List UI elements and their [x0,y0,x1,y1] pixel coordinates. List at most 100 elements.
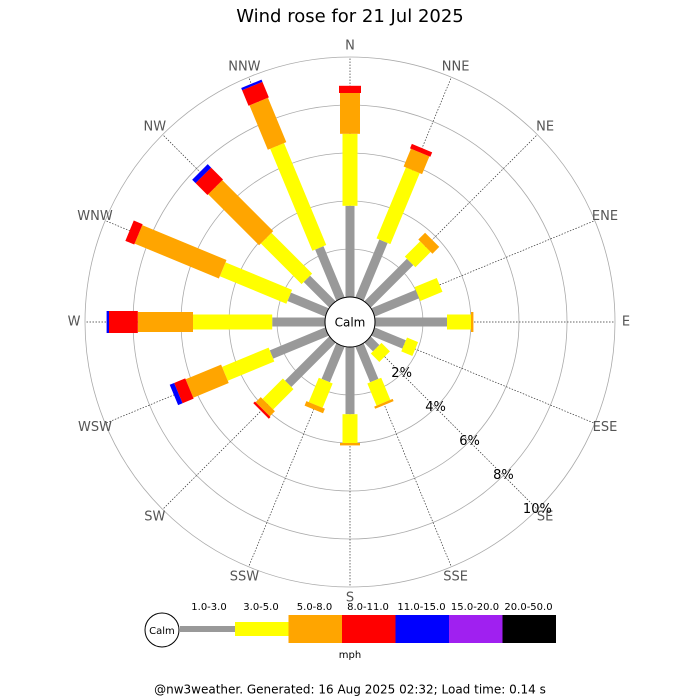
footer: @nw3weather. Generated: 16 Aug 2025 02:3… [154,683,546,697]
direction-label: NNE [442,60,470,75]
bar-segment [137,312,194,332]
bar-segment [355,239,388,301]
legend-label: 11.0-15.0 [397,602,445,613]
bar-segment [345,347,355,415]
bar-segment [410,143,433,157]
direction-label: ENE [592,209,618,224]
legend-label: 5.0-8.0 [297,602,332,613]
legend-label: 3.0-5.0 [243,602,278,613]
legend-calm-label: Calm [149,626,175,637]
direction-label: NW [144,119,167,134]
legend-swatch [235,622,289,636]
bar-segment [375,317,447,327]
grid-ring [84,56,616,588]
bar-segment [262,378,294,410]
direction-label: SW [144,510,165,525]
legend-label: 8.0-11.0 [347,602,389,613]
bar-segment [401,337,419,356]
bar-segment [339,85,361,93]
bar-segment [134,225,227,279]
bar-segment [208,180,274,246]
legend-label: 1.0-3.0 [191,602,226,613]
direction-label: NE [536,119,554,134]
bar-segment [414,277,443,301]
r-tick-label: 10% [523,502,552,517]
direction-label: N [345,39,355,54]
legend-label: 20.0-50.0 [504,602,552,613]
direction-label: WNW [77,209,113,224]
bar-segment [185,364,229,398]
bar-segment [321,343,345,383]
bar-segment [315,246,345,301]
direction-label: E [622,315,630,330]
legend-swatch [288,615,342,643]
bar-segment [270,143,327,251]
r-tick-label: 8% [493,468,514,483]
chart-title: Wind rose for 21 Jul 2025 [236,6,464,27]
bar-segment [303,275,336,308]
bar-segment [364,258,414,308]
bar-segment [272,317,325,327]
bars [106,79,474,446]
bar-segment [242,81,269,106]
bar-segment [269,327,329,359]
bar-segment [249,97,287,150]
calm-label: Calm [335,316,366,330]
bar-segment [376,167,420,245]
legend-swatch [502,615,556,643]
bar-segment [447,314,471,330]
bar-segment [364,336,380,352]
bar-segment [340,443,360,446]
bar-segment [106,311,110,333]
r-tick-label: 4% [425,400,446,415]
bar-segment [222,347,275,381]
bar-segment [404,241,431,268]
bar-segment [192,164,212,184]
bar-segment [285,336,336,387]
bar-segment [342,133,358,206]
bar-segment [125,220,143,245]
bar-segment [355,343,379,383]
direction-label: SSE [443,569,468,584]
bar-segment [109,311,138,333]
bar-segment [193,314,273,330]
bar-segment [219,262,293,304]
bar-segment [370,342,390,362]
bar-segment [304,401,325,414]
legend-unit: mph [339,650,361,661]
bar-segment [287,292,329,317]
calm-circle [324,296,376,348]
spoke [367,339,538,510]
bar-segment [308,377,333,408]
bar-segment [260,232,313,285]
bar-segment [374,398,394,409]
direction-label: SE [537,510,553,525]
bar-segment [253,401,271,419]
bar-segment [195,167,224,196]
bar-segment [169,382,183,406]
legend-swatch [180,626,235,632]
bar-segment [255,397,275,417]
bar-segment [367,377,391,406]
legend-swatch [342,615,396,643]
bar-segment [418,232,440,254]
bar-segment [345,205,355,297]
r-tick-label: 2% [391,366,412,381]
direction-label: NNW [228,60,260,75]
direction-label: SSW [230,569,260,584]
direction-label: WSW [78,420,112,435]
legend-label: 15.0-20.0 [451,602,499,613]
bar-segment [340,93,360,134]
legend: Calm mph 1.0-3.0 3.0-5.0 5.0-8.0 8.0-11.0 11… [144,602,556,661]
bar-segment [241,79,263,91]
bar-segment [371,289,420,317]
bar-segment [403,148,430,175]
bar-segment [471,312,474,332]
direction-label: W [68,315,81,330]
bar-segment [342,414,358,443]
direction-label: S [346,591,354,606]
legend-swatch [449,615,503,643]
legend-calm-circle [144,612,180,648]
r-tick-label: 6% [459,434,480,449]
